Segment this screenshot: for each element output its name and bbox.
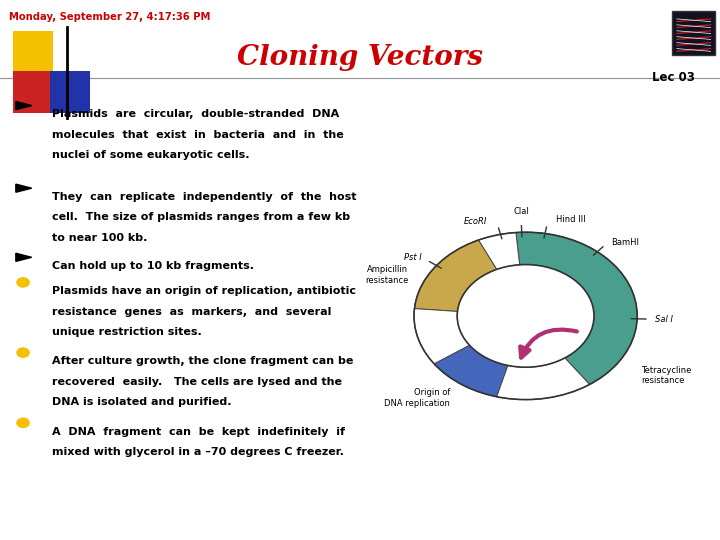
- Wedge shape: [516, 232, 637, 384]
- Circle shape: [17, 418, 29, 428]
- Text: cell.  The size of plasmids ranges from a few kb: cell. The size of plasmids ranges from a…: [52, 212, 350, 222]
- Wedge shape: [415, 240, 497, 312]
- Wedge shape: [497, 358, 590, 400]
- Wedge shape: [414, 308, 469, 364]
- Circle shape: [17, 348, 29, 357]
- Text: Plasmids have an origin of replication, antibiotic: Plasmids have an origin of replication, …: [52, 286, 356, 296]
- FancyBboxPatch shape: [13, 71, 53, 113]
- Text: unique restriction sites.: unique restriction sites.: [52, 327, 202, 338]
- Text: They  can  replicate  independently  of  the  host: They can replicate independently of the …: [52, 192, 356, 202]
- Text: Cloning Vectors: Cloning Vectors: [237, 44, 483, 71]
- Text: nuclei of some eukaryotic cells.: nuclei of some eukaryotic cells.: [52, 150, 249, 160]
- Wedge shape: [478, 233, 520, 269]
- Polygon shape: [16, 102, 32, 110]
- FancyBboxPatch shape: [50, 71, 90, 113]
- Circle shape: [17, 278, 29, 287]
- Text: to near 100 kb.: to near 100 kb.: [52, 233, 147, 243]
- Text: resistance  genes  as  markers,  and  several: resistance genes as markers, and several: [52, 307, 331, 317]
- Text: Tetracycline
resistance: Tetracycline resistance: [641, 366, 691, 385]
- Polygon shape: [16, 253, 32, 261]
- Text: BamHI: BamHI: [611, 238, 639, 247]
- Text: Can hold up to 10 kb fragments.: Can hold up to 10 kb fragments.: [52, 261, 254, 271]
- Text: Sal I: Sal I: [655, 315, 673, 324]
- Text: Plasmids  are  circular,  double-stranded  DNA: Plasmids are circular, double-stranded D…: [52, 109, 339, 119]
- Text: Ampicillin
resistance: Ampicillin resistance: [365, 265, 408, 285]
- Text: Origin of
DNA replication: Origin of DNA replication: [384, 388, 450, 408]
- Text: EcoRI: EcoRI: [463, 217, 487, 226]
- Text: DNA is isolated and purified.: DNA is isolated and purified.: [52, 397, 231, 408]
- Text: molecules  that  exist  in  bacteria  and  in  the: molecules that exist in bacteria and in …: [52, 130, 343, 140]
- Text: Lec 03: Lec 03: [652, 71, 695, 84]
- Circle shape: [457, 265, 594, 367]
- Text: Monday, September 27, 4:17:36 PM: Monday, September 27, 4:17:36 PM: [9, 12, 211, 22]
- Text: Hind III: Hind III: [556, 215, 585, 224]
- Text: Pst I: Pst I: [405, 253, 422, 262]
- FancyBboxPatch shape: [672, 11, 715, 55]
- Text: mixed with glycerol in a –70 degrees C freezer.: mixed with glycerol in a –70 degrees C f…: [52, 447, 343, 457]
- Text: ClaI: ClaI: [513, 207, 529, 216]
- Text: After culture growth, the clone fragment can be: After culture growth, the clone fragment…: [52, 356, 354, 367]
- FancyArrowPatch shape: [521, 329, 577, 357]
- Polygon shape: [16, 184, 32, 192]
- Wedge shape: [434, 345, 508, 397]
- Text: A  DNA  fragment  can  be  kept  indefinitely  if: A DNA fragment can be kept indefinitely …: [52, 427, 345, 437]
- Text: recovered  easily.   The cells are lysed and the: recovered easily. The cells are lysed an…: [52, 377, 342, 387]
- FancyBboxPatch shape: [13, 31, 53, 73]
